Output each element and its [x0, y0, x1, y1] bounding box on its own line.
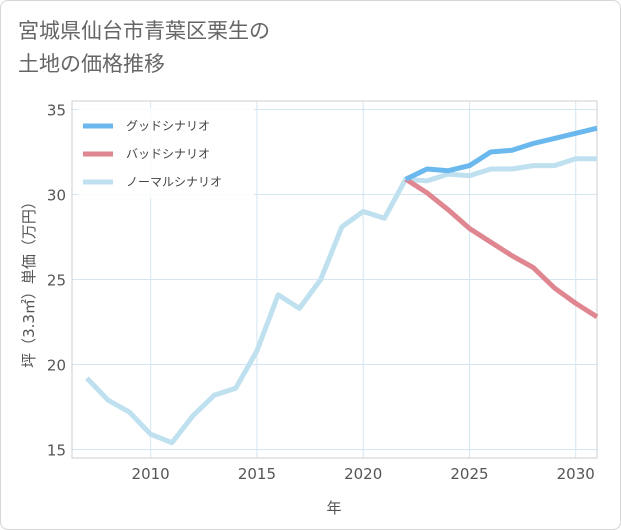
chart-title-line2: 土地の価格推移 [18, 52, 165, 76]
x-axis-title: 年 [326, 499, 341, 517]
x-tick-label: 2010 [132, 465, 170, 483]
y-tick-label: 35 [47, 102, 66, 120]
x-tick-label: 2015 [238, 465, 276, 483]
grid-lines [72, 101, 597, 458]
y-tick-label: 15 [47, 442, 66, 460]
legend-label: グッドシナリオ [126, 119, 210, 133]
series-line-1 [404, 177, 599, 320]
legend-label: ノーマルシナリオ [126, 175, 222, 189]
y-axis-title: 坪（3.3㎡）単価（万円） [20, 194, 38, 368]
y-tick-label: 25 [47, 272, 66, 290]
x-tick-labels: 2010 2015 2020 2025 2030 [132, 465, 595, 483]
y-tick-labels: 15 20 25 30 35 [47, 102, 66, 460]
chart-title-line1: 宮城県仙台市青葉区栗生の [18, 19, 270, 43]
series-line-2 [85, 156, 597, 446]
chart-title: 宮城県仙台市青葉区栗生の 土地の価格推移 [18, 15, 438, 81]
series-line-0 [404, 125, 598, 182]
legend-label: バッドシナリオ [126, 147, 210, 161]
y-tick-label: 20 [47, 357, 66, 375]
x-tick-label: 2025 [450, 465, 488, 483]
series-layer [85, 125, 599, 446]
plot-frame [71, 100, 598, 459]
x-tick-label: 2020 [344, 465, 382, 483]
y-tick-label: 30 [47, 187, 66, 205]
x-tick-label: 2030 [557, 465, 595, 483]
